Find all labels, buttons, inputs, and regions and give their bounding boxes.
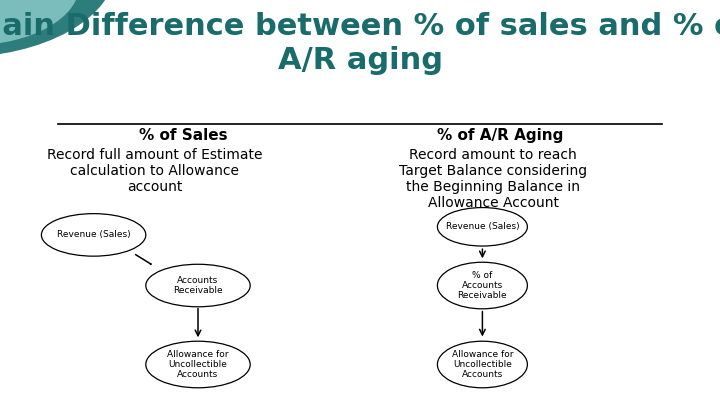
Text: Allowance for
Uncollectible
Accounts: Allowance for Uncollectible Accounts [167, 350, 229, 379]
Circle shape [0, 0, 115, 57]
Text: Allowance for
Uncollectible
Accounts: Allowance for Uncollectible Accounts [451, 350, 513, 379]
Text: Revenue (Sales): Revenue (Sales) [446, 222, 519, 231]
Text: Main Difference between % of sales and % of
A/R aging: Main Difference between % of sales and %… [0, 12, 720, 75]
Text: Accounts
Receivable: Accounts Receivable [174, 276, 222, 295]
Text: % of A/R Aging: % of A/R Aging [437, 128, 564, 143]
Text: % of
Accounts
Receivable: % of Accounts Receivable [458, 271, 507, 301]
Ellipse shape [146, 264, 251, 307]
Text: Revenue (Sales): Revenue (Sales) [57, 230, 130, 239]
FancyArrowPatch shape [135, 255, 151, 264]
Text: Record amount to reach
Target Balance considering
the Beginning Balance in
Allow: Record amount to reach Target Balance co… [399, 148, 588, 211]
Ellipse shape [438, 207, 528, 246]
Text: Record full amount of Estimate
calculation to Allowance
account: Record full amount of Estimate calculati… [47, 148, 263, 194]
Text: % of Sales: % of Sales [139, 128, 228, 143]
Ellipse shape [438, 341, 528, 388]
Ellipse shape [438, 262, 528, 309]
Ellipse shape [42, 214, 145, 256]
Circle shape [0, 0, 79, 45]
Ellipse shape [146, 341, 251, 388]
